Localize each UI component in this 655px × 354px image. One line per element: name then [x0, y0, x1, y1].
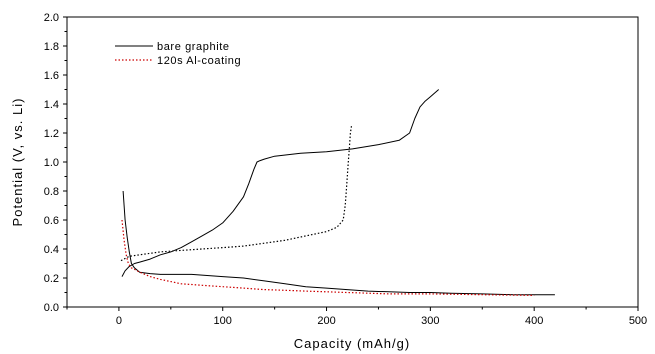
axis-ticks: 0 100 200 300 400 500 0.0 0.2 0.4 0.6 0.8 1.0 1.2 1.4…	[44, 12, 647, 327]
y-tick-label: 0.6	[44, 215, 59, 227]
plot-frame	[66, 16, 639, 308]
x-tick-label: 200	[317, 315, 335, 327]
x-axis-title: Capacity (mAh/g)	[294, 336, 410, 351]
x-tick-label: 400	[525, 315, 543, 327]
y-tick-label: 1.6	[44, 70, 59, 82]
legend: bare graphite 120s Al-coating	[115, 41, 241, 67]
y-tick-label: 1.8	[44, 41, 59, 53]
x-tick-label: 100	[214, 315, 232, 327]
series-line-3	[120, 125, 353, 262]
x-tick-label: 300	[421, 315, 439, 327]
legend-label-bare-graphite: bare graphite	[157, 41, 230, 53]
y-tick-label: 0.2	[44, 273, 59, 285]
y-tick-label: 0.0	[44, 302, 59, 314]
y-tick-label: 0.8	[44, 186, 59, 198]
y-tick-label: 1.4	[44, 99, 59, 111]
y-axis-title: Potential (V, vs. Li)	[10, 98, 25, 227]
legend-label-al-coating: 120s Al-coating	[157, 55, 241, 67]
series-line-0	[122, 190, 555, 296]
series-line-1	[121, 89, 440, 277]
y-tick-label: 1.0	[44, 157, 59, 169]
y-tick-label: 1.2	[44, 128, 59, 140]
series-line-2	[121, 219, 535, 296]
y-tick-label: 0.4	[44, 244, 59, 256]
x-tick-label: 0	[116, 315, 122, 327]
y-tick-label: 2.0	[44, 12, 59, 24]
x-tick-label: 500	[629, 315, 647, 327]
series-layer	[120, 89, 555, 296]
